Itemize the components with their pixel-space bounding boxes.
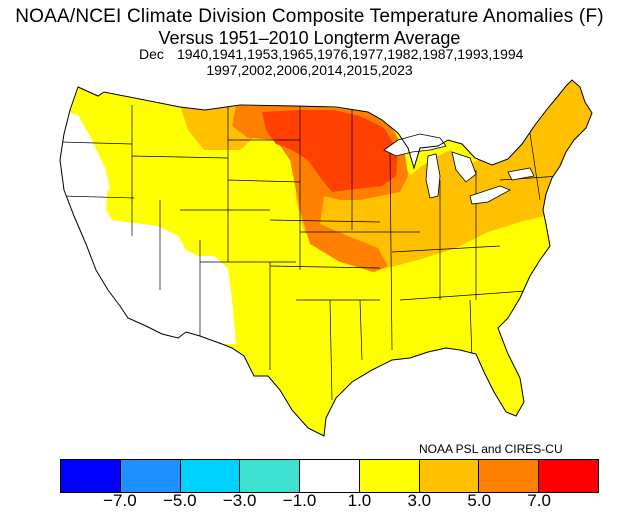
legend-tick-label: 1.0: [347, 491, 372, 510]
state-line-ms-river: [389, 149, 393, 351]
legend-tick-label: −1.0: [282, 491, 317, 510]
map-subtitle: Versus 1951–2010 Longterm Average: [158, 28, 461, 48]
composite-years-line2: 1997,2002,2006,2014,2015,2023: [206, 62, 413, 78]
legend-swatch-9: [539, 460, 599, 492]
state-line-ks-ok: [269, 265, 381, 269]
state-line-sd-ne: [227, 179, 301, 183]
anomaly-region-pacific-nw-neutral: [60, 110, 110, 200]
legend-tick-label: −7.0: [103, 491, 137, 510]
state-line-new-england: [527, 119, 541, 201]
legend-swatch-4: [240, 460, 301, 492]
composite-years-line1: 1940,1941,1953,1965,1976,1977,1982,1987,…: [177, 46, 524, 62]
legend-swatch-6: [359, 460, 420, 492]
legend-swatch-5: [300, 460, 360, 492]
anomaly-fills: [60, 80, 592, 344]
state-line-mt-south: [131, 155, 229, 159]
legend-tick-label: 7.0: [527, 491, 551, 510]
state-line-or-ca: [61, 195, 135, 199]
data-credit: NOAA PSL and CIRES-CU: [419, 442, 563, 456]
map-title: NOAA/NCEI Climate Division Composite Tem…: [15, 6, 604, 27]
anomaly-region-west-neutral: [60, 170, 236, 344]
legend-swatch-1: [61, 460, 121, 492]
state-line-southeast: [399, 289, 541, 301]
legend-tick-label: −3.0: [222, 491, 257, 510]
state-line-al-ga: [469, 299, 473, 361]
lake-michigan: [425, 153, 441, 199]
legend-tick-label: 3.0: [407, 491, 432, 510]
lake-superior: [383, 133, 447, 157]
state-line-ny-pa: [499, 175, 561, 181]
legend-tick-labels: −7.0 −5.0 −3.0 −1.0 1.0 3.0 5.0 7.0: [0, 491, 619, 521]
legend-colorbar: [60, 459, 599, 493]
great-lakes: [383, 133, 535, 205]
division-boundaries: [60, 105, 561, 401]
legend-swatch-8: [479, 460, 540, 492]
lake-erie: [469, 185, 511, 205]
state-line-la-ms: [359, 299, 363, 361]
state-line-ohio-river: [391, 245, 501, 253]
lake-huron: [451, 151, 477, 183]
legend-tick-label: 5.0: [467, 491, 492, 510]
anomaly-region-above-7: [262, 110, 398, 192]
legend-swatch-2: [120, 460, 181, 492]
legend-swatch-7: [419, 460, 480, 492]
state-line-ne-ks: [269, 219, 381, 223]
lake-ontario: [507, 167, 535, 181]
state-line-wa-or: [60, 141, 133, 145]
state-line-tx-la: [329, 299, 333, 401]
composite-month: Dec: [139, 46, 164, 62]
legend-tick-label: −5.0: [162, 491, 197, 510]
legend-swatch-3: [180, 460, 241, 492]
